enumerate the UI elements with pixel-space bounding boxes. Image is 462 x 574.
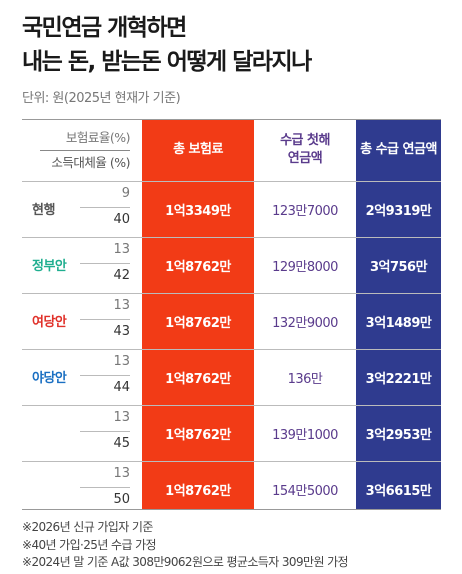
row-total-premium: 1억8762만	[165, 260, 231, 275]
table-row: 야당안 13 44 1억8762만 136만 3억2221만	[22, 350, 441, 405]
row-total-pension: 3억2221만	[365, 372, 432, 387]
row-total-premium: 1억3349만	[165, 204, 231, 219]
row-num-divider	[80, 263, 130, 264]
row-rule	[22, 405, 441, 406]
row-rule	[22, 461, 441, 462]
row-total-premium: 1억8762만	[165, 316, 231, 331]
row-total-premium: 1억8762만	[165, 372, 231, 387]
row-total-pension: 3억1489만	[365, 316, 432, 331]
comparison-table: 보험료율(%) 소득대체율 (%) 총 보험료 수급 첫해 연금액 총 수급 연…	[22, 119, 441, 510]
pension-column-bg	[356, 119, 441, 510]
table-row: 정부안 13 42 1억8762만 129만8000 3억756만	[22, 238, 441, 293]
table-row: 13 50 1억8762만 154만5000 3억6615만	[22, 462, 441, 517]
row-rule	[22, 349, 441, 350]
row-rate: 13	[113, 298, 130, 313]
header-divider	[40, 149, 130, 151]
row-total-pension: 3억6615만	[365, 484, 432, 499]
header-rule	[22, 181, 441, 182]
row-label: 정부안	[32, 259, 67, 274]
row-first-year: 154만5000	[272, 484, 338, 499]
unit-note: 단위: 원(2025년 현재가 기준)	[22, 91, 181, 106]
row-first-year: 123만7000	[272, 204, 338, 219]
row-rate: 9	[121, 186, 130, 201]
row-num-divider	[80, 487, 130, 488]
row-num-divider	[80, 207, 130, 208]
table-row: 여당안 13 43 1억8762만 132만9000 3억1489만	[22, 294, 441, 349]
row-first-year: 129만8000	[272, 260, 338, 275]
row-rate: 13	[113, 410, 130, 425]
footnote: ※40년 가입·25년 수급 가정	[22, 537, 157, 552]
premium-column-bg	[142, 119, 254, 510]
row-replacement: 44	[113, 380, 130, 395]
table-row: 13 45 1억8762만 139만1000 3억2953만	[22, 406, 441, 461]
table-row: 현행 9 40 1억3349만 123만7000 2억9319만	[22, 182, 441, 237]
row-label: 여당안	[32, 315, 67, 330]
page-title: 국민연금 개혁하면 내는 돈, 받는돈 어떻게 달라지나	[22, 11, 452, 79]
row-rate: 13	[113, 242, 130, 257]
title-line-2: 내는 돈, 받는돈 어떻게 달라지나	[22, 49, 312, 75]
header-replacement-label: 소득대체율 (%)	[51, 154, 130, 170]
row-rate: 13	[113, 466, 130, 481]
row-total-premium: 1억8762만	[165, 484, 231, 499]
row-total-pension: 3억756만	[369, 260, 428, 275]
row-first-year: 136만	[287, 372, 323, 387]
footnotes: ※2026년 신규 가입자 기준 ※40년 가입·25년 수급 가정 ※2024…	[22, 519, 349, 572]
row-replacement: 42	[113, 268, 130, 283]
row-num-divider	[80, 319, 130, 320]
row-total-pension: 3억2953만	[365, 428, 432, 443]
row-replacement: 45	[113, 436, 130, 451]
row-rule	[22, 237, 441, 238]
header-rate-label: 보험료율(%)	[65, 129, 131, 145]
header-total-premium: 총 보험료	[173, 142, 223, 157]
header-first-year-line2: 연금액	[287, 151, 323, 166]
row-first-year: 139만1000	[272, 428, 338, 443]
header-total-pension: 총 수급 연금액	[360, 142, 437, 157]
table-bottom-rule	[22, 509, 441, 510]
row-replacement: 50	[113, 492, 130, 507]
row-first-year: 132만9000	[272, 316, 338, 331]
row-total-pension: 2억9319만	[365, 204, 432, 219]
row-rate: 13	[113, 354, 130, 369]
row-total-premium: 1억8762만	[165, 428, 231, 443]
table-top-rule	[22, 119, 441, 120]
row-replacement: 43	[113, 324, 130, 339]
title-line-1: 국민연금 개혁하면	[22, 15, 187, 41]
header-first-year: 수급 첫해 연금액	[254, 119, 356, 181]
header-rates: 보험료율(%) 소득대체율 (%)	[22, 119, 142, 181]
footnote: ※2026년 신규 가입자 기준	[22, 520, 153, 534]
row-num-divider	[80, 431, 130, 432]
row-label: 현행	[32, 203, 55, 218]
row-label: 야당안	[32, 371, 67, 386]
row-replacement: 40	[113, 212, 130, 227]
header-first-year-line1: 수급 첫해	[280, 133, 330, 148]
footnote: ※2024년 말 기준 A값 308만9062원으로 평균소득자 309만원 가…	[22, 555, 349, 569]
row-num-divider	[80, 375, 130, 376]
row-rule	[22, 293, 441, 294]
